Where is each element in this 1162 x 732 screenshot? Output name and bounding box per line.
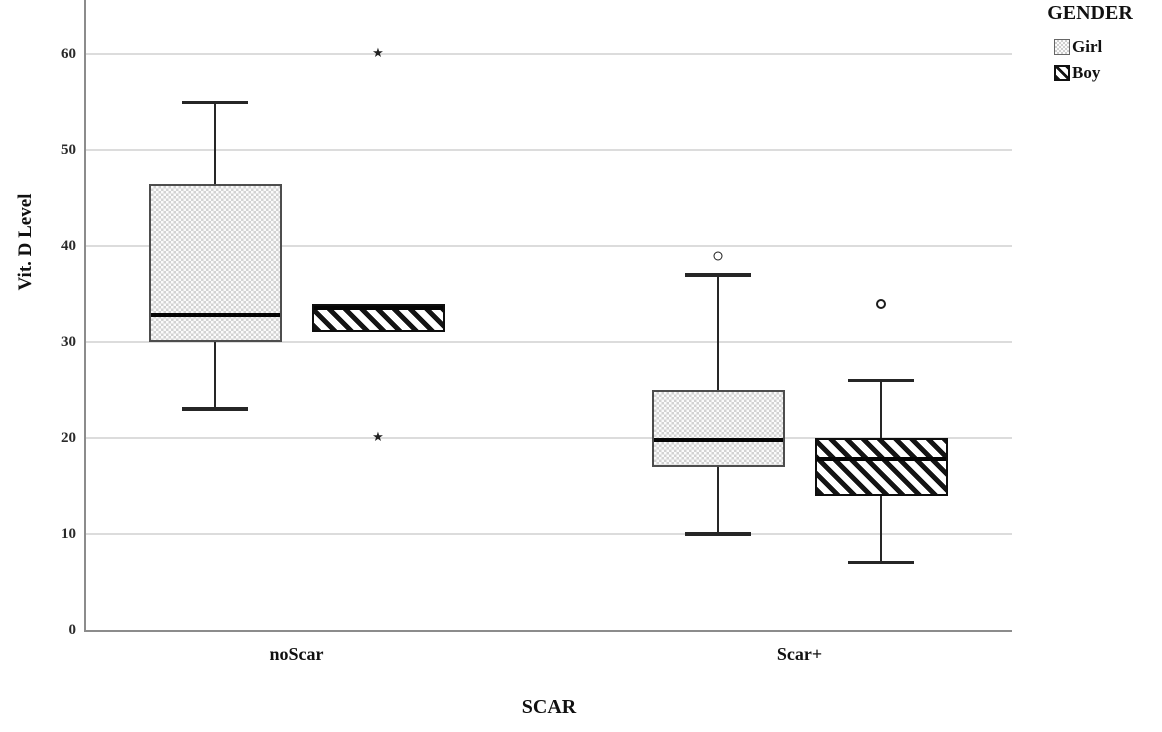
outlier-circle-girl-scar-39 [713,251,723,261]
legend-title: GENDER [1047,2,1133,24]
gridline-y-10 [86,533,1012,535]
y-tick-label-30: 30 [61,334,76,350]
median-boy-scar [816,457,946,462]
whisker-lower-girl-noscar [213,342,217,410]
y-tick-label-50: 50 [61,142,76,158]
legend-label-boy: Boy [1072,63,1101,82]
box-boy-scar [814,438,948,496]
whisker-cap-upper-boy-scar [848,378,914,383]
y-tick-label-20: 20 [61,430,76,446]
y-tick-label-0: 0 [68,622,77,638]
x-category-label-scar: Scar+ [776,644,823,664]
legend-swatch-boy-stripes-pattern [1054,65,1070,81]
gridline-y-30 [86,341,1012,343]
whisker-upper-girl-scar [716,274,720,390]
box-girl-noscar [148,183,282,342]
whisker-cap-lower-boy-scar [848,560,914,565]
x-category-label-noscar: noScar [269,644,324,664]
y-tick-label-10: 10 [61,526,76,542]
legend-swatch-girl-dots-pattern [1054,39,1070,55]
y-tick-label-40: 40 [61,238,76,254]
gridline-y-40 [86,245,1012,247]
whisker-lower-girl-scar [716,466,720,534]
gridline-y-20 [86,437,1012,439]
extreme-star-boy-noscar-60: ★ [372,45,384,61]
gridline-y-60 [86,53,1012,55]
whisker-cap-lower-girl-noscar [182,407,248,411]
plot-area: ★ ★ [84,0,1012,632]
whisker-cap-upper-girl-noscar [182,100,248,104]
extreme-star-boy-noscar-20: ★ [372,429,384,445]
legend: GENDER Girl Boy [1018,0,1162,89]
gridline-y-50 [86,149,1012,151]
whisker-cap-upper-girl-scar [685,273,751,277]
legend-item-girl: Girl [1054,37,1162,57]
y-tick-label-60: 60 [61,46,76,62]
box-boy-noscar [311,303,445,333]
median-girl-scar [653,438,783,442]
whisker-upper-boy-scar [879,380,883,438]
legend-label-girl: Girl [1072,37,1103,56]
median-boy-noscar [313,305,443,310]
whisker-upper-girl-noscar [213,102,217,184]
outlier-circle-boy-scar-34 [876,298,886,309]
box-girl-scar [651,390,785,467]
median-girl-noscar [150,313,280,318]
whisker-cap-lower-girl-scar [685,532,751,536]
legend-item-boy: Boy [1054,63,1162,83]
whisker-lower-boy-scar [879,495,883,563]
x-axis-title: SCAR [521,696,577,718]
